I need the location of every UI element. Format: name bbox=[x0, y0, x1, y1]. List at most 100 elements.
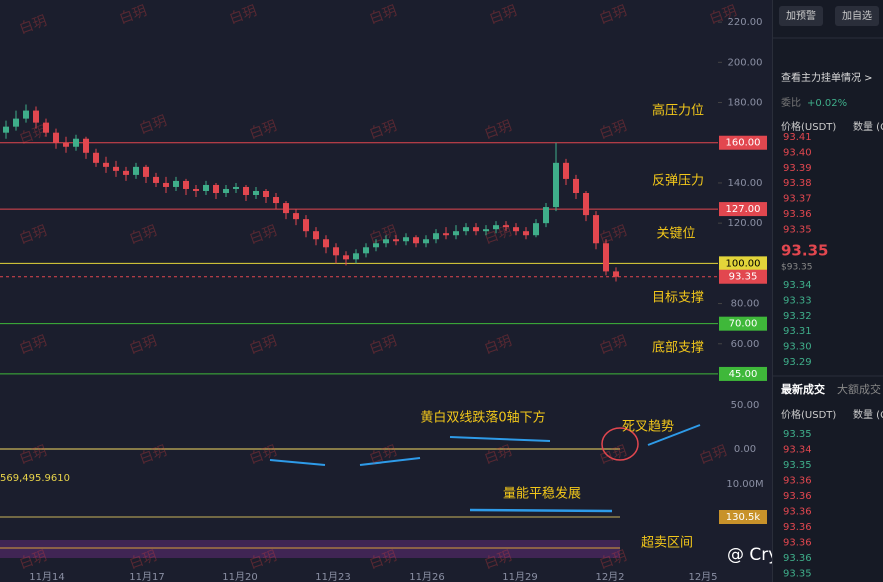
candle-body bbox=[113, 166, 119, 171]
annotation: 死叉趋势 bbox=[622, 419, 674, 435]
button[interactable] bbox=[779, 6, 823, 26]
candle-body bbox=[223, 188, 229, 193]
watermark: 白玥 bbox=[247, 333, 279, 358]
candle-body bbox=[553, 162, 559, 208]
arrow bbox=[359, 457, 421, 466]
x-tick-label: 11月26 bbox=[409, 571, 444, 582]
candle-body bbox=[213, 184, 219, 193]
level-box bbox=[719, 316, 767, 331]
watermark: 白玥 bbox=[597, 118, 629, 143]
candle-body bbox=[83, 138, 89, 153]
ask-price: 93.35 bbox=[783, 224, 812, 235]
link[interactable]: 查看主力挂单情况 > bbox=[781, 71, 873, 84]
button-label[interactable]: 加自选 bbox=[842, 9, 872, 22]
ask-price: 93.36 bbox=[783, 209, 812, 220]
candle-body bbox=[293, 213, 299, 220]
ask-price: 93.37 bbox=[783, 194, 812, 205]
pane-label: 0.00 bbox=[734, 444, 756, 455]
y-tick-label: 180.00 bbox=[728, 98, 763, 109]
candle-body bbox=[173, 180, 179, 187]
watermark: 白玥 bbox=[17, 13, 49, 38]
watermark: 白玥 bbox=[247, 118, 279, 143]
header: 数量 (C bbox=[853, 408, 883, 421]
candle-body bbox=[193, 188, 199, 191]
trade-price: 93.36 bbox=[783, 507, 812, 518]
tab[interactable]: 最新成交 bbox=[781, 382, 825, 396]
candle-body bbox=[33, 110, 39, 123]
candle-body bbox=[273, 197, 279, 204]
candle-body bbox=[93, 152, 99, 163]
pane-box bbox=[719, 510, 767, 524]
candle-body bbox=[473, 227, 479, 232]
ask-price: 93.40 bbox=[783, 147, 812, 158]
candle-body bbox=[403, 237, 409, 242]
candle-body bbox=[613, 271, 619, 277]
y-tick-label: 60.00 bbox=[731, 339, 760, 350]
y-tick-label: 120.00 bbox=[728, 218, 763, 229]
header: 价格(USDT) bbox=[781, 120, 836, 133]
candle-body bbox=[533, 223, 539, 236]
candle-body bbox=[53, 132, 59, 143]
annotation: 反弹压力 bbox=[652, 174, 704, 189]
candle-body bbox=[603, 243, 609, 272]
arrow bbox=[449, 436, 551, 442]
candle-body bbox=[233, 186, 239, 189]
candle-body bbox=[23, 110, 29, 119]
level-box bbox=[719, 269, 767, 284]
watermark: 白玥 bbox=[247, 443, 279, 468]
tab[interactable]: 大额成交 bbox=[837, 382, 881, 396]
level-box bbox=[719, 366, 767, 381]
trade-price: 93.35 bbox=[783, 460, 812, 471]
candle-body bbox=[503, 225, 509, 228]
candle-body bbox=[283, 203, 289, 214]
trade-price: 93.35 bbox=[783, 569, 812, 580]
candle-body bbox=[563, 162, 569, 179]
level-label: 100.00 bbox=[726, 258, 761, 269]
watermark: 白玥 bbox=[127, 333, 159, 358]
candle-body bbox=[493, 225, 499, 230]
watermark: 白玥 bbox=[482, 443, 514, 468]
button-label[interactable]: 加预警 bbox=[786, 9, 816, 22]
candle-body bbox=[333, 247, 339, 256]
watermark: 白玥 bbox=[127, 223, 159, 248]
candle-body bbox=[343, 255, 349, 260]
watermark: 白玥 bbox=[367, 223, 399, 248]
last-price: 93.35 bbox=[781, 242, 828, 260]
candle-body bbox=[433, 233, 439, 240]
ratio-label: 委比 bbox=[781, 96, 801, 109]
watermark: 白玥 bbox=[597, 333, 629, 358]
chart: @ Crypto白玥 白玥白玥白玥白玥白玥白玥白玥白玥白玥白玥白玥白玥白玥白玥白… bbox=[0, 2, 772, 582]
candle-body bbox=[593, 215, 599, 244]
circle bbox=[601, 427, 639, 461]
candle-body bbox=[413, 237, 419, 244]
x-tick-label: 11月17 bbox=[129, 571, 164, 582]
bid-price: 93.30 bbox=[783, 342, 812, 353]
watermark: 白玥 bbox=[17, 223, 49, 248]
watermark: 白玥 bbox=[137, 113, 169, 138]
pane-label: 130.5k bbox=[726, 512, 761, 523]
x-tick-label: 11月14 bbox=[29, 571, 64, 582]
last-usd: $93.35 bbox=[781, 263, 813, 273]
level-label: 45.00 bbox=[729, 369, 758, 380]
annotation: 量能平稳发展 bbox=[503, 486, 581, 502]
candle-body bbox=[393, 239, 399, 242]
candle-body bbox=[463, 227, 469, 232]
candle-body bbox=[373, 243, 379, 248]
y-tick-label: 140.00 bbox=[728, 178, 763, 189]
watermark: 白玥 bbox=[17, 443, 49, 468]
y-tick-label: 200.00 bbox=[728, 57, 763, 68]
bid-price: 93.33 bbox=[783, 295, 812, 306]
candle-body bbox=[483, 229, 489, 232]
watermark: 白玥 bbox=[482, 333, 514, 358]
signature: @ Crypto白玥 bbox=[727, 545, 772, 565]
level-label: 127.00 bbox=[726, 204, 761, 215]
candle-body bbox=[573, 178, 579, 193]
ask-price: 93.38 bbox=[783, 178, 812, 189]
x-tick-label: 12月5 bbox=[688, 571, 717, 582]
candle-body bbox=[123, 170, 129, 175]
button[interactable] bbox=[835, 6, 879, 26]
watermark: 白玥 bbox=[137, 443, 169, 468]
candle-body bbox=[363, 247, 369, 254]
trade-price: 93.36 bbox=[783, 522, 812, 533]
